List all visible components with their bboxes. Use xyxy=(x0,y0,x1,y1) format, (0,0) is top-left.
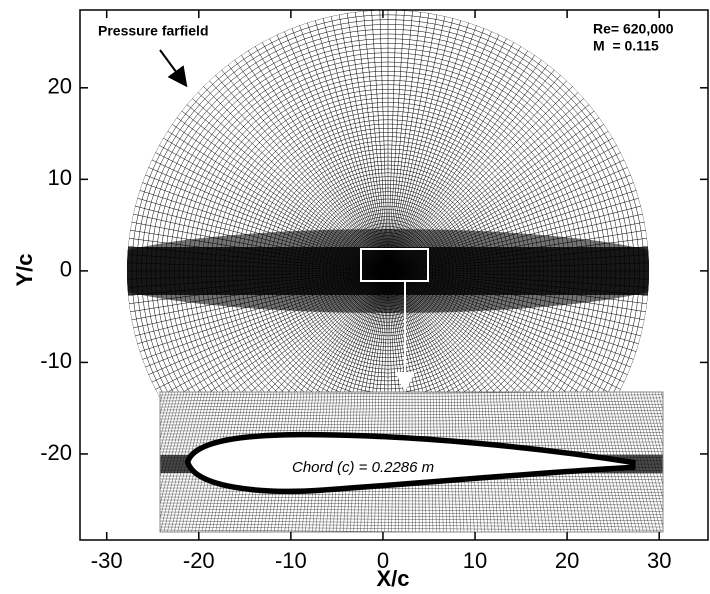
x-tick-label: 20 xyxy=(555,548,579,573)
y-tick-label: -10 xyxy=(40,348,72,373)
y-axis-label: Y/c xyxy=(12,253,37,286)
airfoil xyxy=(189,436,636,490)
x-tick-label: 10 xyxy=(463,548,487,573)
farfield-arrow xyxy=(159,49,188,88)
y-tick-label: -20 xyxy=(40,440,72,465)
zoom-box xyxy=(360,248,429,282)
mach-label: M = 0.115 xyxy=(593,38,659,54)
mesh-band-core xyxy=(127,247,649,295)
x-tick-label: 30 xyxy=(647,548,671,573)
plot-frame xyxy=(79,9,709,541)
x-tick-label: 0 xyxy=(377,548,389,573)
inset xyxy=(160,392,663,532)
inset-frame xyxy=(159,391,664,533)
x-tick-label: -10 xyxy=(275,548,307,573)
y-tick-label: 20 xyxy=(48,74,72,99)
x-tick-label: -20 xyxy=(183,548,215,573)
x-tick-label: -30 xyxy=(91,548,123,573)
x-axis-label: X/c xyxy=(376,566,409,591)
re-label: Re= 620,000 xyxy=(593,21,674,37)
y-tick-label: 0 xyxy=(60,257,72,282)
farfield-label: Pressure farfield xyxy=(98,23,209,39)
chord-label: Chord (c) = 0.2286 m xyxy=(292,459,434,476)
y-tick-label: 10 xyxy=(48,165,72,190)
